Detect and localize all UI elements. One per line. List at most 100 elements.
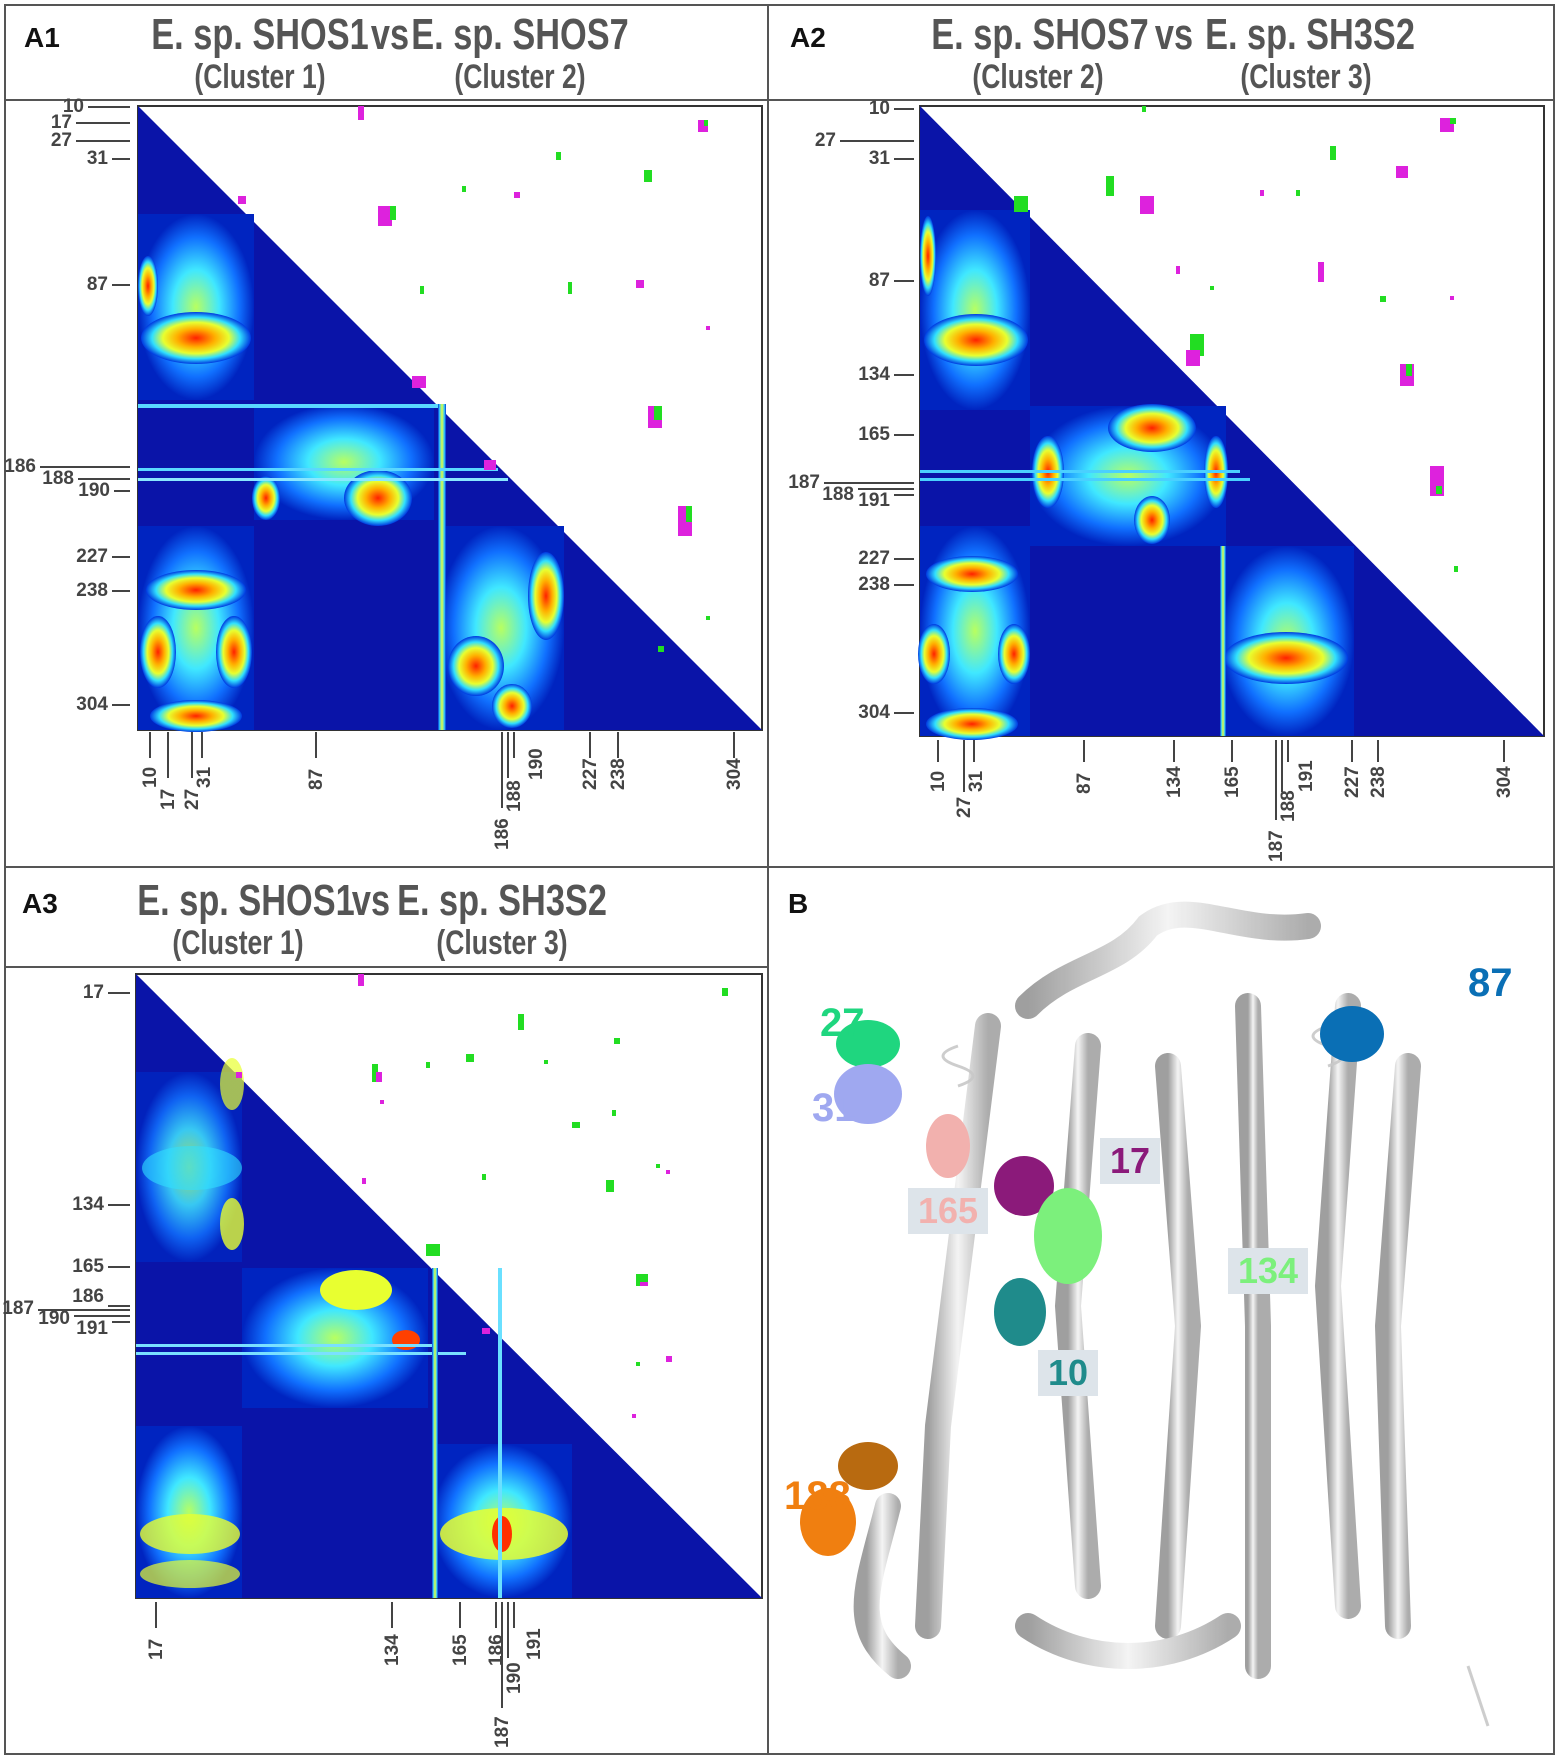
svg-text:191: 191 (1296, 760, 1317, 792)
svg-text:190: 190 (526, 748, 547, 780)
svg-text:187: 187 (2, 1298, 34, 1319)
figure-frame (4, 4, 1555, 1755)
svg-text:165: 165 (450, 1634, 471, 1666)
scatter-a1 (238, 106, 710, 652)
svg-text:188: 188 (42, 468, 74, 489)
residue-87-blob (1320, 1006, 1384, 1062)
svg-text:188: 188 (1278, 790, 1299, 822)
title-vs-a3: vs (351, 876, 391, 925)
svg-text:87: 87 (869, 270, 890, 291)
svg-text:190: 190 (504, 1662, 525, 1694)
residue-10-blob (994, 1278, 1046, 1346)
svg-text:31: 31 (966, 770, 987, 792)
residue-label-165: 165 (908, 1188, 989, 1234)
svg-text:304: 304 (1494, 766, 1515, 798)
residue-label-17: 17 (1100, 1138, 1161, 1184)
cluster-right-a1: (Cluster 2) (454, 58, 586, 96)
heatmap-a1 (137, 105, 763, 732)
heatmap-a3 (135, 973, 763, 1599)
residue-label-31: 31 (812, 1086, 857, 1130)
svg-text:238: 238 (608, 758, 629, 790)
ticks-left-a2: 10 27 31 87 134 165 187 188 191 227 238 … (788, 98, 914, 723)
panel-divider-vertical (767, 4, 769, 1755)
svg-text:227: 227 (1342, 766, 1363, 798)
title-left-a2: E. sp. SHOS7 (931, 10, 1149, 59)
ticks-bottom-a1: 10 17 27 31 87 186 188 190 227 238 304 (140, 732, 745, 850)
panel-label-b: B (788, 888, 809, 919)
svg-text:10: 10 (869, 98, 890, 119)
svg-text:238: 238 (1368, 766, 1389, 798)
protein-structure (800, 901, 1490, 1727)
svg-text:188: 188 (822, 484, 854, 505)
svg-text:191: 191 (858, 490, 890, 511)
svg-text:304: 304 (76, 694, 108, 715)
title-divider-a1 (4, 99, 768, 101)
panel-a2: A2 E. sp. SHOS7 vs E. sp. SH3S2 (Cluster… (768, 0, 1559, 866)
title-right-a3: E. sp. SH3S2 (397, 876, 607, 925)
svg-text:227: 227 (76, 546, 108, 567)
title-left-a3: E. sp. SHOS1 (137, 876, 355, 925)
svg-text:190: 190 (78, 480, 110, 501)
residue-134-blob (1034, 1188, 1102, 1284)
svg-text:238: 238 (76, 580, 108, 601)
svg-text:31: 31 (869, 148, 891, 169)
svg-text:27: 27 (51, 130, 72, 151)
residue-165-blob (926, 1114, 970, 1178)
svg-text:191: 191 (76, 1318, 108, 1339)
svg-text:227: 227 (858, 548, 890, 569)
svg-text:186: 186 (4, 456, 36, 477)
title-right-a2: E. sp. SH3S2 (1205, 10, 1415, 59)
svg-text:187: 187 (788, 472, 820, 493)
svg-text:165: 165 (72, 1256, 104, 1277)
svg-text:87: 87 (1074, 773, 1095, 794)
svg-text:31: 31 (87, 148, 109, 169)
svg-text:17: 17 (158, 789, 179, 810)
svg-text:190: 190 (38, 1308, 70, 1329)
svg-text:27: 27 (182, 789, 203, 810)
cluster-left-a1: (Cluster 1) (194, 58, 326, 96)
svg-text:27: 27 (954, 797, 975, 818)
svg-text:187: 187 (492, 1716, 513, 1748)
title-divider-a2 (768, 99, 1555, 101)
svg-text:186: 186 (492, 818, 513, 850)
residue-label-188: 188 (784, 1474, 851, 1518)
svg-text:31: 31 (194, 766, 215, 788)
cluster-right-a3: (Cluster 3) (436, 924, 568, 962)
cluster-right-a2: (Cluster 3) (1240, 58, 1372, 96)
panel-a3: A3 E. sp. SHOS1 vs E. sp. SH3S2 (Cluster… (0, 866, 768, 1759)
cluster-left-a2: (Cluster 2) (972, 58, 1104, 96)
title-vs-a2: vs (1154, 10, 1194, 59)
residue-188-blob (800, 1442, 898, 1556)
panel-b: B (768, 866, 1559, 1759)
residue-17-blob (994, 1156, 1054, 1216)
svg-text:87: 87 (87, 274, 108, 295)
scatter-a2 (1014, 106, 1458, 572)
residue-label-27: 27 (820, 1001, 865, 1045)
svg-text:10: 10 (63, 96, 84, 117)
svg-text:186: 186 (486, 1634, 507, 1666)
svg-text:165: 165 (1222, 766, 1243, 798)
svg-text:134: 134 (858, 364, 890, 385)
svg-text:186: 186 (72, 1286, 104, 1307)
svg-text:10: 10 (928, 771, 949, 792)
panel-label-a3: A3 (22, 888, 58, 919)
svg-text:17: 17 (51, 112, 72, 133)
cluster-left-a3: (Cluster 1) (172, 924, 304, 962)
svg-text:227: 227 (580, 758, 601, 790)
title-divider-a3 (4, 966, 768, 968)
title-right-a1: E. sp. SHOS7 (411, 10, 629, 59)
svg-text:238: 238 (858, 574, 890, 595)
heatmap-a2 (918, 105, 1545, 740)
residue-label-134: 134 (1228, 1248, 1309, 1294)
svg-text:187: 187 (1266, 830, 1287, 862)
svg-text:188: 188 (504, 780, 525, 812)
svg-text:304: 304 (724, 758, 745, 790)
svg-text:165: 165 (858, 424, 890, 445)
panel-label-a1: A1 (24, 22, 60, 53)
svg-text:304: 304 (858, 702, 890, 723)
svg-text:27: 27 (815, 130, 836, 151)
svg-text:134: 134 (382, 1634, 403, 1666)
title-left-a1: E. sp. SHOS1 (151, 10, 369, 59)
svg-text:87: 87 (306, 769, 327, 790)
title-vs-a1: vs (370, 10, 410, 59)
